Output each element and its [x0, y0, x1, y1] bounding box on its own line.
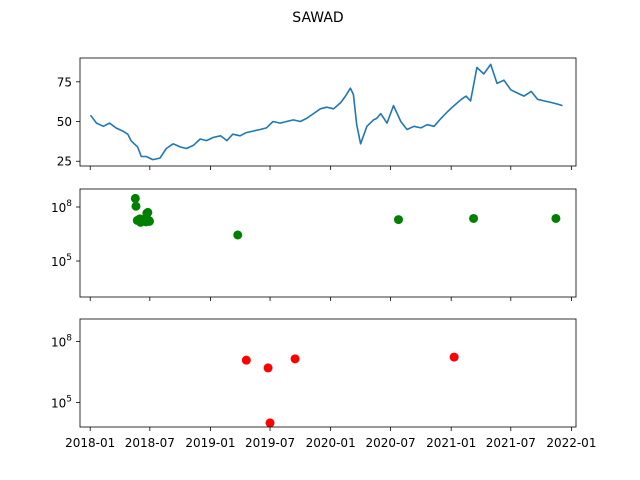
axes-frame: [79, 188, 577, 298]
x-tick-label: 2018-01: [65, 436, 115, 450]
buy-volume-point: [131, 201, 141, 211]
x-tick-label: 2021-07: [486, 436, 536, 450]
sell-volume-point: [263, 363, 273, 373]
axes-frame: [79, 57, 577, 167]
x-tick-label: 2020-01: [306, 436, 356, 450]
buy-volume-point: [551, 213, 561, 223]
y-tick-label: 108: [51, 199, 72, 215]
subplot-1: 25 50 75: [57, 57, 577, 170]
sell-volume-point: [265, 418, 275, 427]
y-tick-label: 75: [57, 75, 72, 89]
buy-volume-point: [130, 193, 140, 203]
x-tick-label: 2022-01: [546, 436, 596, 450]
plot-area: [89, 63, 563, 161]
x-tick-label: 2021-01: [426, 436, 476, 450]
y-tick-label: 105: [51, 395, 72, 411]
subplot-2: 105 108: [51, 188, 577, 301]
buy-volume-point: [393, 215, 403, 225]
x-tick-label: 2018-07: [125, 436, 175, 450]
price-line: [89, 63, 563, 161]
buy-volume-point: [144, 216, 154, 226]
sell-volume-point: [241, 355, 251, 365]
y-tick-label: 105: [51, 253, 72, 269]
y-tick-label: 50: [57, 115, 72, 129]
chart-title: SAWAD: [292, 10, 343, 26]
buy-volume-point: [233, 230, 243, 240]
plot-area: [130, 193, 561, 240]
sell-volume-point: [290, 354, 300, 364]
y-tick-label: 108: [51, 333, 72, 349]
plot-area: [241, 352, 459, 427]
x-tick-label: 2020-07: [366, 436, 416, 450]
x-tick-label: 2019-07: [245, 436, 295, 450]
x-tick-label: 2019-01: [185, 436, 235, 450]
buy-volume-point: [143, 207, 153, 217]
axes-frame: [79, 318, 577, 428]
subplot-3: 2018-01 2018-07 2019-01 2019-07 2020-01 2020-…: [51, 318, 596, 450]
panels: 25 50 75 105 108 2018-01 2018-07 2019-01 2019-07…: [51, 57, 596, 450]
sell-volume-point: [449, 352, 459, 362]
y-tick-label: 25: [57, 155, 72, 169]
buy-volume-point: [469, 213, 479, 223]
